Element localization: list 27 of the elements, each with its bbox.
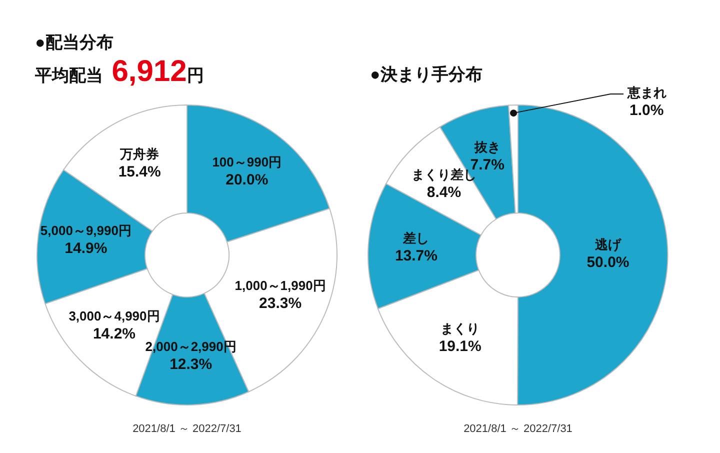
slice-label: 3,000～4,990円 [68,308,160,324]
chart-title: ●決まり手分布 [370,65,482,84]
slice-label: 万舟券 [119,146,160,162]
chart-subtitle: 平均配当 6,912円 [34,55,204,88]
slice-label: 100～990円 [212,154,282,170]
data-label: 1.0% [630,102,664,119]
data-label: 19.1% [438,338,482,355]
data-label: 14.9% [64,240,108,258]
slice-label: 逃げ [594,237,622,252]
slice-label: 恵まれ [626,85,666,100]
data-label: 8.4% [426,184,462,201]
slice-label: 5,000～9,990円 [40,223,132,238]
data-label: 12.3% [170,356,212,373]
data-label: 23.3% [259,295,302,312]
text: 2021/8/1 ～ 2022/7/31 [132,423,242,435]
slice-label: 抜き [473,140,500,155]
slice-label: 1,000～1,990円 [234,278,326,294]
slice-label: 差し [402,230,430,246]
chart-title: ●配当分布 [35,33,114,52]
text: 2021/8/1 ～ 2022/7/31 [464,423,572,435]
data-label: 50.0% [586,254,630,272]
data-label: 7.7% [470,156,504,174]
data-label: 20.0% [226,171,268,188]
data-label: 14.2% [92,326,136,342]
slice-label: まくり [440,320,480,336]
data-label: 13.7% [394,247,438,264]
data-label: 15.4% [118,164,161,181]
